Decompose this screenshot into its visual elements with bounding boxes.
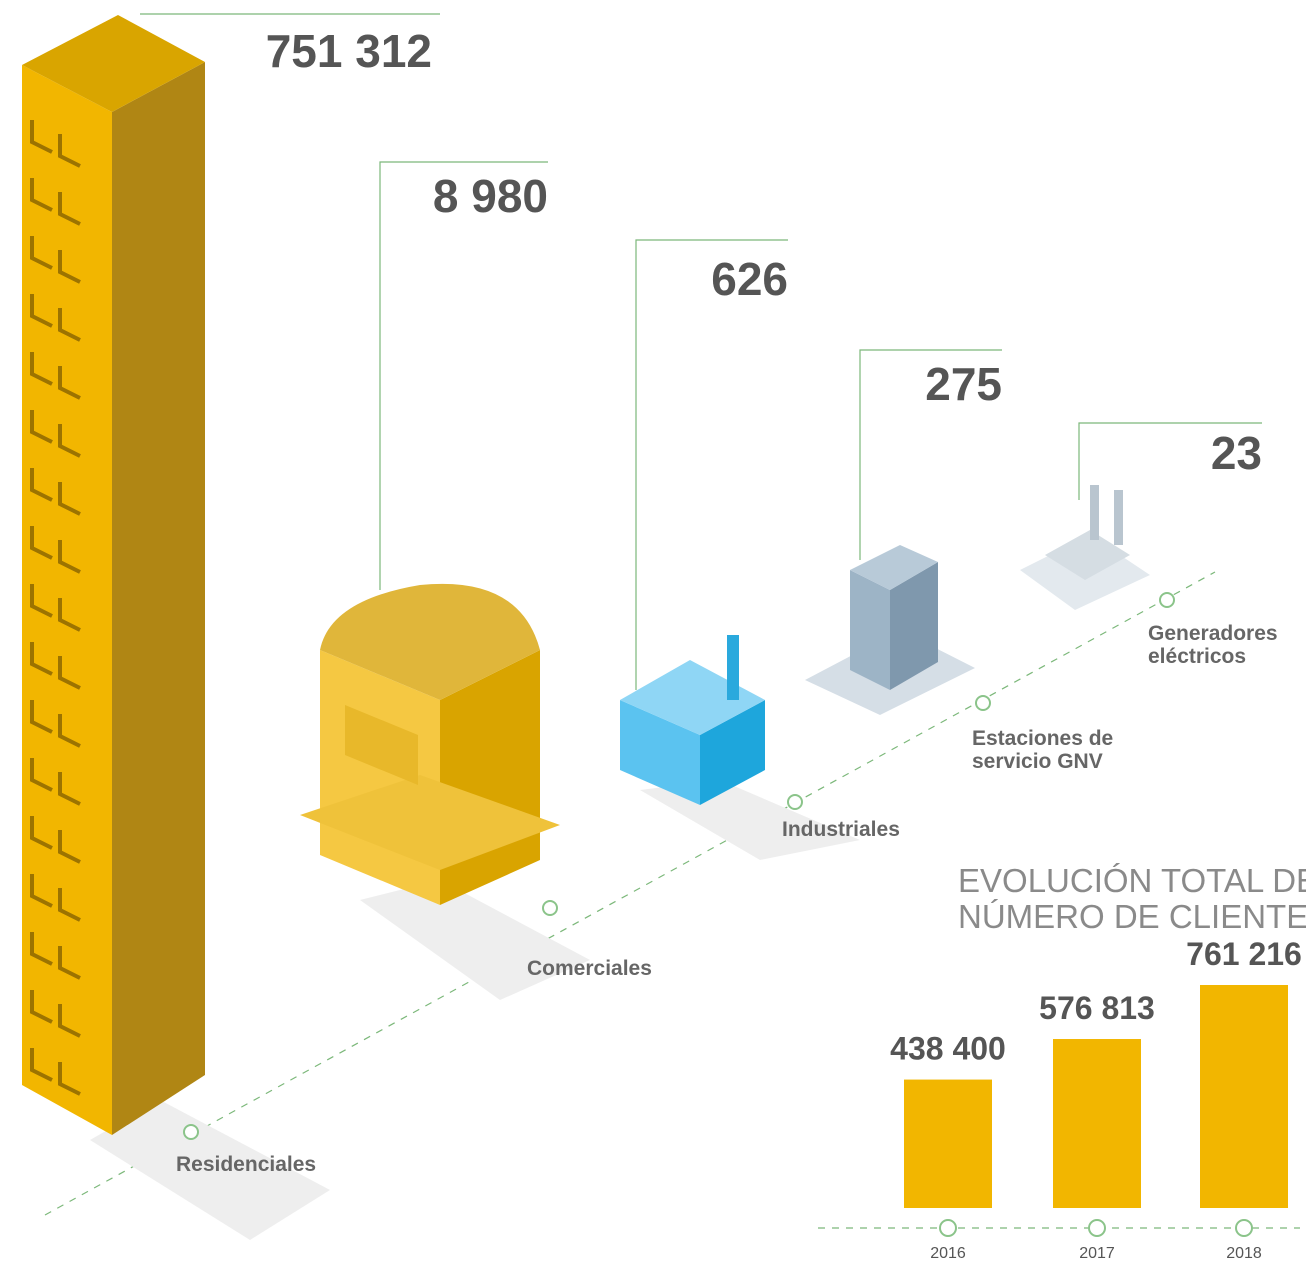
value-label: 438 400 <box>890 1031 1006 1067</box>
shape <box>112 62 205 1135</box>
chimney <box>1090 485 1099 540</box>
marker-dot <box>184 1125 198 1139</box>
value-label: 23 <box>1211 427 1262 479</box>
x-tick-label: 2018 <box>1226 1245 1262 1262</box>
pictogram-icon <box>1020 485 1150 610</box>
value-label: 761 216 <box>1186 936 1302 972</box>
chart-title: NÚMERO DE CLIENTES <box>958 898 1306 935</box>
chimney <box>1114 490 1123 545</box>
category-label: Comerciales <box>527 957 652 980</box>
marker-dot <box>543 901 557 915</box>
marker-dot <box>1160 593 1174 607</box>
bar <box>904 1080 992 1208</box>
chimney <box>727 635 739 700</box>
value-label: 751 312 <box>266 25 432 77</box>
marker-dot <box>940 1220 956 1236</box>
marker-dot <box>1236 1220 1252 1236</box>
bar <box>1053 1039 1141 1208</box>
marker-dot <box>1089 1220 1105 1236</box>
category-label: Estaciones de servicio GNV <box>972 727 1152 773</box>
marker-dot <box>976 696 990 710</box>
value-label: 8 980 <box>433 170 548 222</box>
pictogram-icon <box>22 15 330 1240</box>
x-tick-label: 2017 <box>1079 1245 1115 1262</box>
x-tick-label: 2016 <box>930 1245 966 1262</box>
infographic: 751 312 8 980 626 275 23 EVOLUCIÓN TOTAL DELN… <box>0 0 1306 1266</box>
category-label: Residenciales <box>176 1153 316 1176</box>
pictogram-icon <box>300 584 590 1000</box>
marker-dot <box>788 795 802 809</box>
leader-line <box>380 162 548 590</box>
category-label: Industriales <box>782 818 900 841</box>
shape <box>850 570 890 690</box>
leader-line <box>636 240 788 690</box>
shape <box>360 880 590 1000</box>
value-label: 576 813 <box>1039 990 1155 1026</box>
chart-title: EVOLUCIÓN TOTAL DEL <box>958 862 1306 899</box>
category-label: Generadores eléctricos <box>1148 622 1306 668</box>
bar <box>1200 985 1288 1208</box>
value-label: 275 <box>925 358 1002 410</box>
shape <box>22 65 112 1135</box>
chart: 751 312 8 980 626 275 23 EVOLUCIÓN TOTAL DELN… <box>0 0 1306 1266</box>
value-label: 626 <box>711 253 788 305</box>
pictogram-icon <box>805 545 975 715</box>
